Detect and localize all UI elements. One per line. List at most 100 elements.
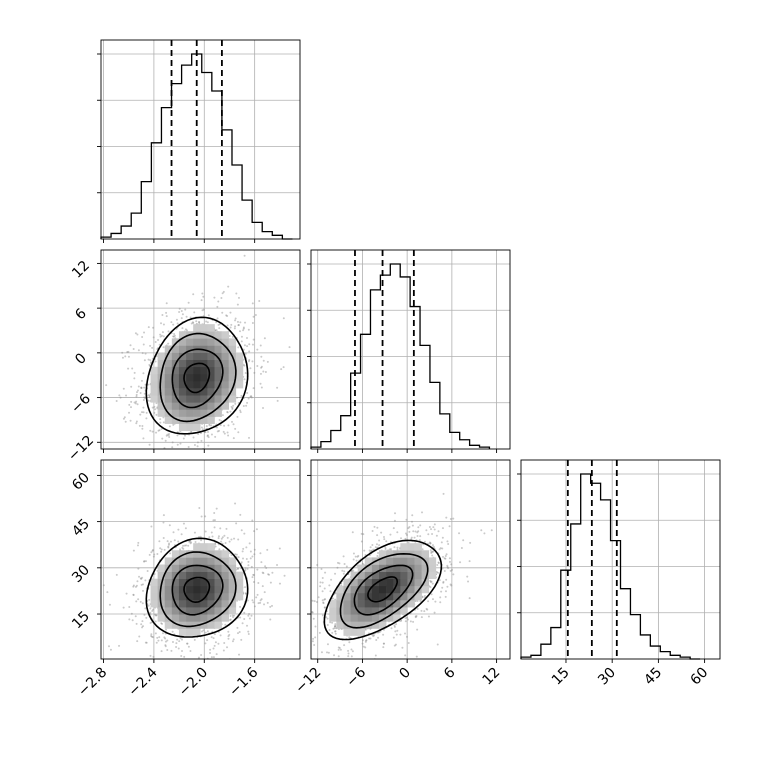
scatter-point <box>312 617 315 620</box>
scatter-point <box>394 630 397 633</box>
scatter-point <box>135 584 138 587</box>
scatter-point <box>394 643 397 646</box>
scatter-point <box>123 416 126 419</box>
scatter-point <box>163 447 166 449</box>
scatter-point <box>236 320 239 323</box>
scatter-point <box>234 317 237 320</box>
scatter-point <box>331 621 334 624</box>
scatter-point <box>129 344 132 347</box>
scatter-point <box>160 548 163 551</box>
density-cell <box>364 600 373 608</box>
density-cell <box>207 395 215 403</box>
density-cell <box>164 388 173 396</box>
scatter-point <box>393 519 396 522</box>
scatter-point <box>311 599 314 602</box>
scatter-point <box>216 430 219 433</box>
scatter-point <box>243 532 246 535</box>
scatter-point <box>160 550 163 553</box>
scatter-point <box>240 335 243 338</box>
scatter-point <box>140 387 143 390</box>
density-cell <box>207 381 215 389</box>
scatter-point <box>393 625 396 628</box>
density-cell <box>171 585 180 594</box>
scatter-point <box>263 603 266 606</box>
scatter-point <box>232 616 235 619</box>
density-cell <box>186 564 194 572</box>
scatter-point <box>237 296 240 299</box>
density-cell <box>171 571 180 580</box>
density-cell <box>214 345 222 353</box>
scatter-point <box>148 394 151 397</box>
scatter-point <box>263 591 266 594</box>
density-cell <box>200 416 208 424</box>
density-cell <box>393 614 401 622</box>
scatter-point <box>125 394 128 397</box>
scatter-point <box>165 311 168 314</box>
scatter-point <box>429 549 432 552</box>
scatter-point <box>136 391 139 394</box>
scatter-point <box>243 254 246 257</box>
scatter-point <box>375 543 378 546</box>
density-cell <box>178 600 187 608</box>
scatter-point <box>247 632 250 635</box>
scatter-point <box>236 303 239 306</box>
scatter-point <box>231 406 234 409</box>
density-cell <box>207 338 215 346</box>
scatter-point <box>246 392 249 395</box>
scatter-point <box>399 633 402 636</box>
density-cell <box>407 585 415 594</box>
scatter-point <box>149 607 152 610</box>
density-cell <box>414 550 422 558</box>
scatter-point <box>404 532 407 535</box>
density-cell <box>378 614 387 622</box>
density-panel-2-1 <box>307 459 511 663</box>
density-cell <box>235 578 244 587</box>
scatter-point <box>172 423 175 426</box>
scatter-point <box>427 600 430 603</box>
density-cell <box>393 571 401 580</box>
scatter-point <box>235 553 238 556</box>
scatter-point <box>356 555 359 558</box>
density-cell <box>371 592 380 601</box>
density-cell <box>178 550 187 558</box>
scatter-point <box>212 637 215 640</box>
density-cell <box>171 416 180 424</box>
scatter-point <box>139 413 142 416</box>
density-cell <box>186 409 194 417</box>
scatter-point <box>245 404 248 407</box>
scatter-point <box>142 437 145 440</box>
scatter-point <box>156 636 159 639</box>
density-cell <box>193 324 201 332</box>
scatter-point <box>206 321 209 324</box>
histogram-panel-0 <box>97 39 301 243</box>
scatter-point <box>140 386 143 389</box>
scatter-point <box>154 408 157 411</box>
scatter-point <box>352 558 355 561</box>
scatter-point <box>232 638 235 641</box>
scatter-point <box>256 664 258 666</box>
scatter-point <box>414 599 417 602</box>
density-cell <box>393 592 401 601</box>
density-cell <box>178 359 187 368</box>
density-cell <box>336 621 344 629</box>
scatter-point <box>218 418 221 421</box>
density-cell <box>171 592 180 601</box>
scatter-point <box>440 590 443 593</box>
scatter-point <box>141 626 144 629</box>
scatter-point <box>205 320 208 323</box>
scatter-point <box>144 560 147 563</box>
y-tick-label-1-0: −12 <box>65 432 97 464</box>
scatter-point <box>172 458 174 460</box>
scatter-point <box>223 432 226 435</box>
scatter-point <box>348 636 351 639</box>
density-cell <box>371 600 380 608</box>
density-cell <box>164 607 173 615</box>
scatter-point <box>131 619 134 622</box>
density-cell <box>157 359 166 368</box>
scatter-point <box>378 539 381 542</box>
scatter-point <box>322 601 325 604</box>
scatter-point <box>257 582 260 585</box>
scatter-point <box>396 531 399 534</box>
scatter-point <box>385 540 388 543</box>
scatter-point <box>430 580 433 583</box>
